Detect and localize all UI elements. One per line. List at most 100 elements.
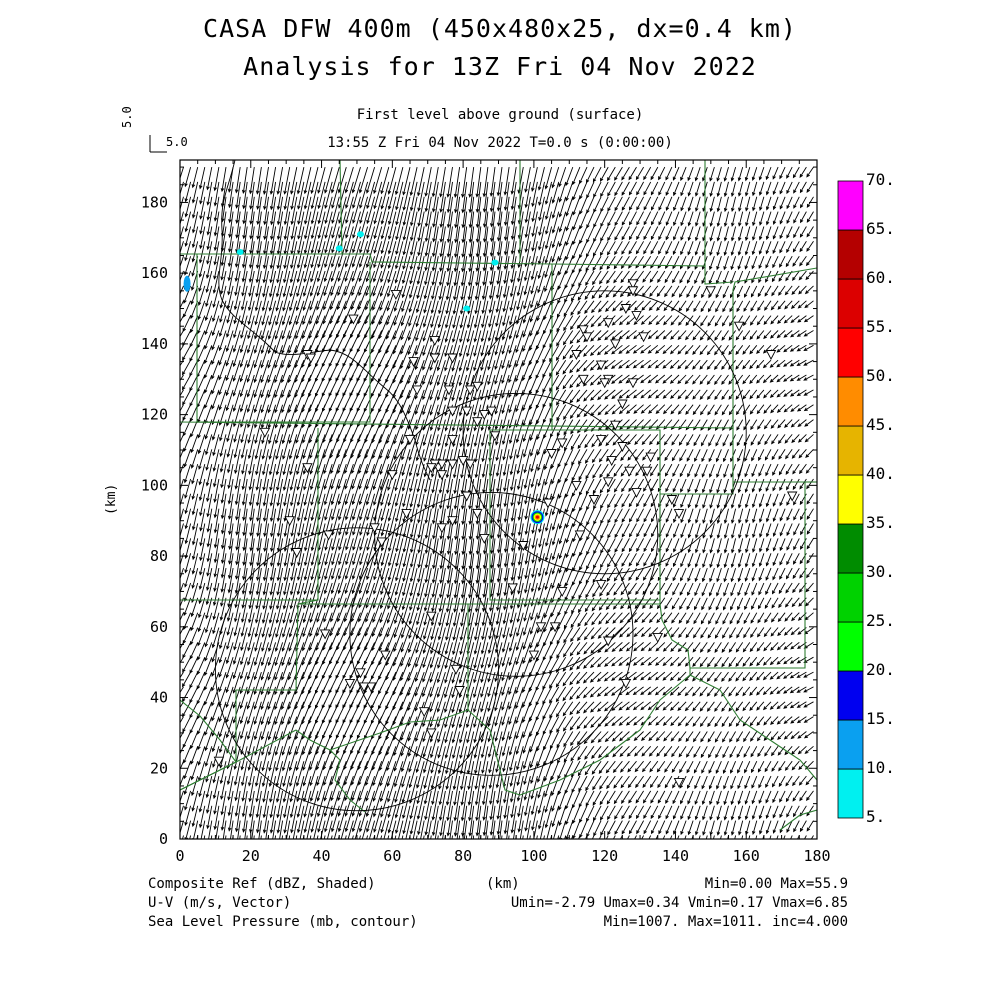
wind-vector bbox=[392, 701, 404, 726]
wind-vector bbox=[583, 344, 595, 357]
wind-vector bbox=[677, 359, 687, 370]
wind-vector bbox=[351, 790, 361, 817]
wind-vector bbox=[234, 582, 241, 609]
wind-vector bbox=[373, 181, 383, 210]
wind-vector bbox=[402, 241, 411, 270]
wind-vector bbox=[379, 612, 390, 638]
wind-vector bbox=[345, 226, 354, 254]
wind-vector bbox=[772, 493, 779, 507]
wind-vector bbox=[276, 464, 284, 492]
station-marker-icon bbox=[606, 456, 617, 467]
wind-vector bbox=[551, 226, 560, 249]
wind-vector bbox=[603, 359, 616, 370]
wind-vector bbox=[387, 538, 397, 567]
wind-vector bbox=[256, 523, 262, 552]
wind-vector bbox=[248, 256, 255, 283]
wind-vector bbox=[371, 642, 383, 666]
wind-vector bbox=[234, 449, 241, 475]
wind-vector bbox=[495, 449, 503, 477]
wind-vector bbox=[191, 553, 199, 575]
wind-vector bbox=[728, 345, 736, 356]
wind-vector bbox=[565, 508, 574, 529]
wind-vector bbox=[417, 167, 425, 197]
wind-vector bbox=[636, 493, 644, 508]
wind-vector bbox=[386, 434, 397, 460]
wind-vector bbox=[184, 226, 192, 248]
wind-vector bbox=[415, 627, 425, 654]
x-axis-label: (km) bbox=[486, 876, 520, 892]
wind-vector bbox=[492, 820, 496, 839]
wind-vector bbox=[618, 389, 630, 399]
wind-vector bbox=[625, 716, 637, 726]
wind-vector bbox=[482, 568, 489, 598]
wind-vector bbox=[431, 805, 439, 837]
wind-vector bbox=[654, 359, 666, 369]
wind-vector bbox=[227, 568, 234, 594]
wind-vector bbox=[772, 166, 779, 180]
wind-vector bbox=[529, 434, 538, 457]
wind-vector bbox=[679, 597, 687, 610]
wind-vector bbox=[423, 582, 432, 612]
wind-vector bbox=[673, 820, 680, 835]
wind-vector bbox=[799, 478, 807, 490]
wind-vector bbox=[400, 731, 411, 757]
station-marker-icon bbox=[479, 533, 490, 544]
wind-vector bbox=[550, 775, 560, 797]
wind-vector bbox=[481, 449, 489, 479]
wind-vector bbox=[722, 419, 729, 432]
wind-vector bbox=[431, 478, 439, 510]
wind-vector bbox=[386, 761, 397, 787]
wind-vector bbox=[714, 330, 722, 341]
wind-vector bbox=[392, 389, 404, 414]
wind-vector bbox=[538, 226, 545, 251]
wind-vector bbox=[777, 612, 786, 623]
wind-vector bbox=[658, 805, 666, 820]
wind-vector bbox=[772, 820, 779, 834]
wind-vector bbox=[502, 270, 510, 299]
wind-vector bbox=[234, 568, 241, 595]
wind-vector bbox=[633, 300, 644, 311]
wind-vector bbox=[219, 300, 227, 323]
wind-vector bbox=[657, 255, 666, 269]
wind-vector bbox=[804, 300, 814, 309]
wind-vector bbox=[600, 166, 609, 182]
wind-vector bbox=[583, 389, 595, 402]
wind-vector bbox=[233, 627, 241, 651]
wind-vector bbox=[563, 404, 574, 420]
wind-vector bbox=[235, 523, 241, 551]
wind-vector bbox=[793, 196, 800, 209]
wind-vector bbox=[793, 820, 800, 833]
wind-vector bbox=[453, 776, 461, 806]
y-tick-label: 180 bbox=[141, 193, 168, 211]
wind-vector bbox=[530, 775, 538, 800]
wind-vector bbox=[649, 775, 659, 789]
wind-vector bbox=[671, 449, 680, 462]
wind-vector bbox=[451, 360, 461, 387]
colorbar-swatch bbox=[837, 719, 864, 770]
wind-vector bbox=[789, 374, 800, 382]
wind-vector bbox=[723, 553, 729, 569]
wind-vector bbox=[287, 686, 298, 710]
wind-vector bbox=[723, 582, 729, 597]
wind-vector bbox=[274, 345, 284, 369]
wind-vector bbox=[241, 478, 248, 506]
wind-vector bbox=[445, 746, 453, 775]
wind-vector bbox=[669, 359, 680, 370]
wind-vector bbox=[591, 285, 602, 300]
wind-vector bbox=[233, 315, 241, 339]
y-tick-label: 40 bbox=[150, 689, 168, 707]
wind-vector bbox=[584, 300, 595, 315]
wind-vector bbox=[386, 597, 397, 624]
wind-vector bbox=[708, 300, 715, 313]
wind-vector bbox=[810, 835, 814, 839]
wind-vector bbox=[515, 716, 524, 740]
station-marker-icon bbox=[638, 332, 649, 343]
wind-vector bbox=[316, 761, 326, 787]
wind-vector bbox=[461, 553, 468, 585]
wind-vector bbox=[255, 464, 262, 491]
wind-vector bbox=[263, 523, 269, 552]
wind-vector bbox=[749, 359, 758, 370]
wind-vector bbox=[550, 419, 560, 438]
radar-range-ring bbox=[374, 392, 659, 677]
wind-vector bbox=[665, 226, 673, 241]
